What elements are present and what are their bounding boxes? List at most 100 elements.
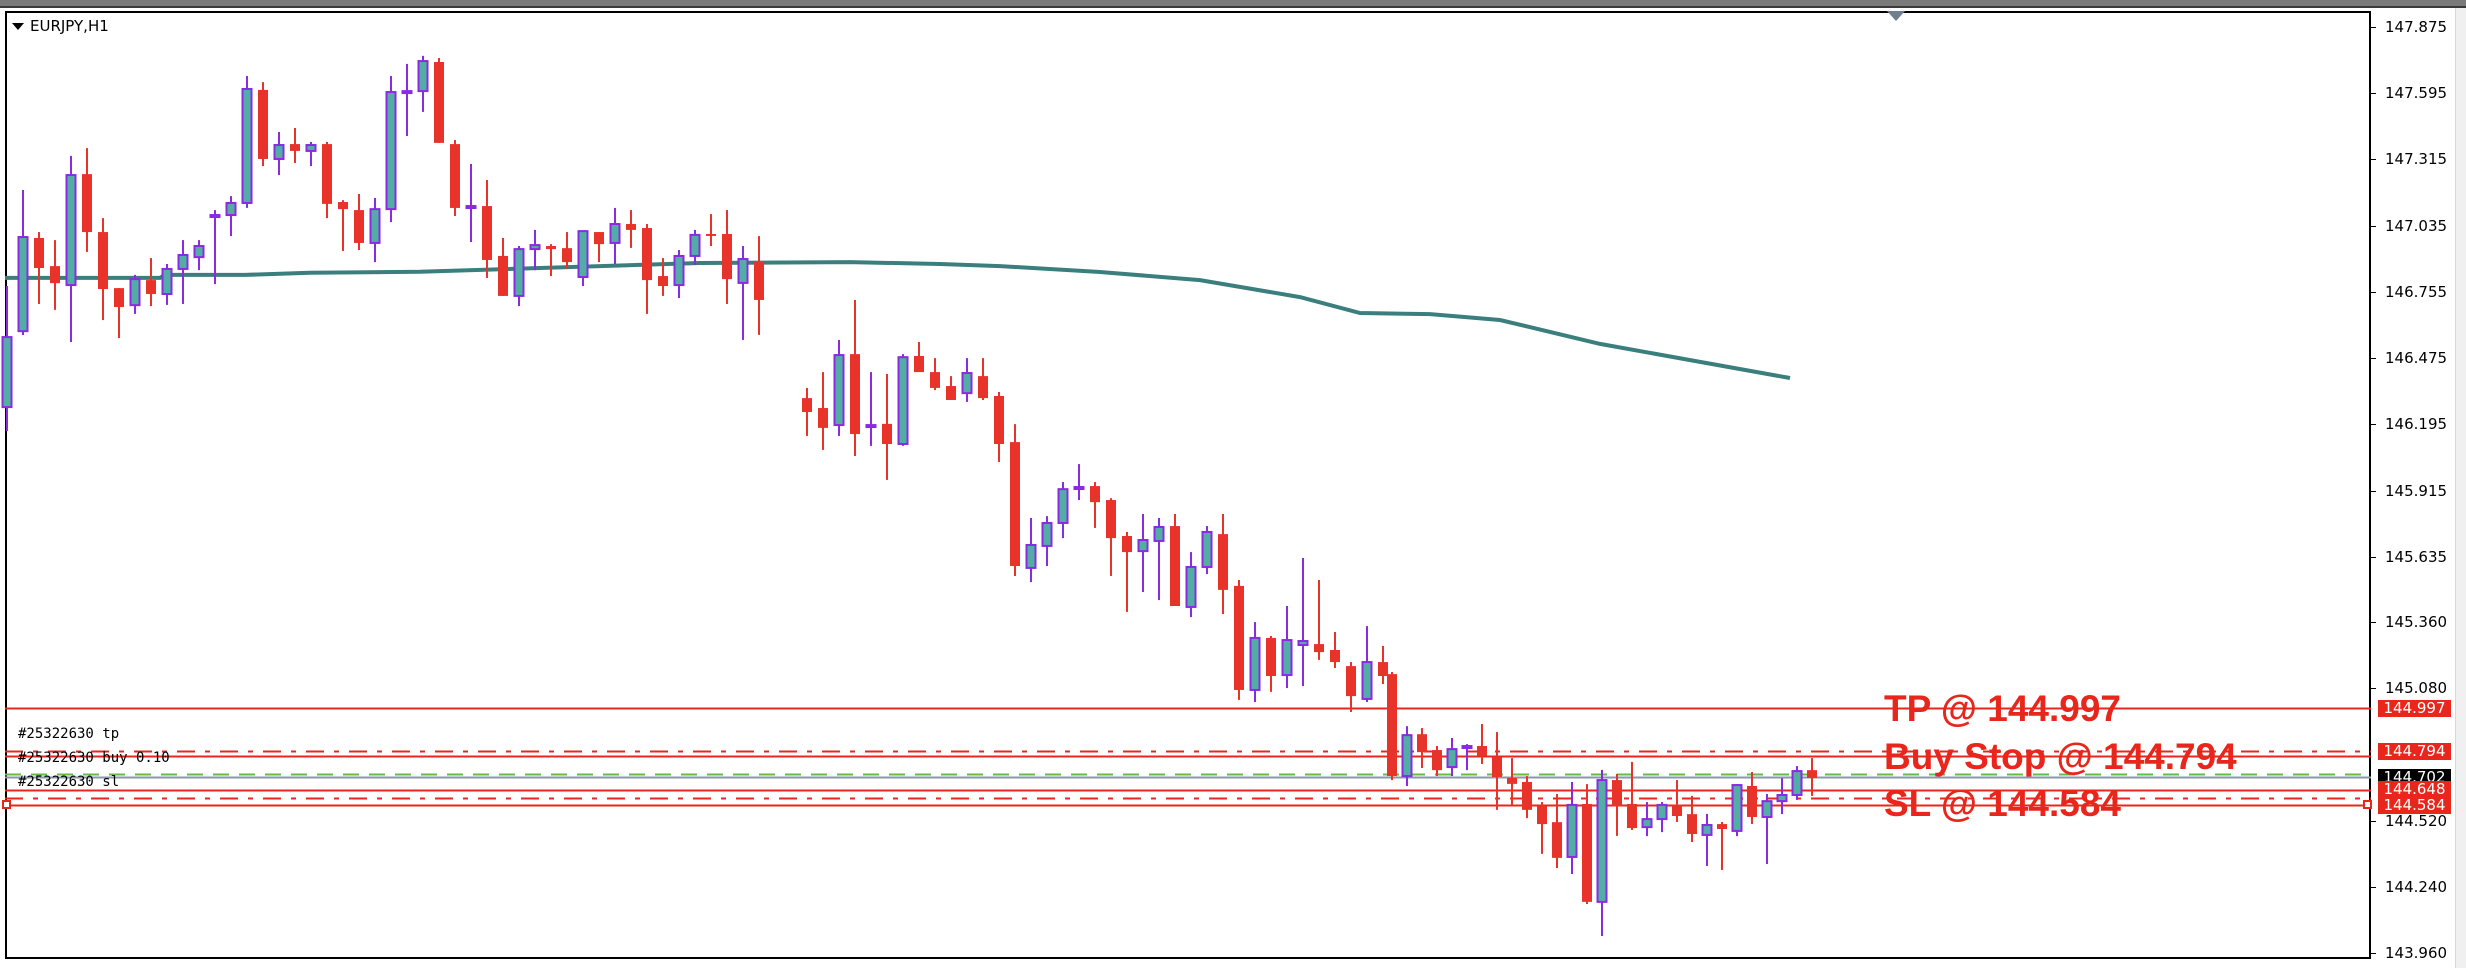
bear-candle-body — [1387, 674, 1397, 777]
bear-candle-body — [818, 408, 828, 428]
bear-candle-body — [98, 232, 108, 290]
buy-stop-annotation: Buy Stop @ 144.794 — [1884, 736, 2237, 777]
bear-candle-body — [290, 144, 300, 151]
bull-candle-body — [513, 248, 525, 297]
bull-candle-body — [1731, 784, 1743, 832]
bear-candle-body — [1717, 824, 1727, 830]
bull-candle-body — [897, 356, 909, 445]
price-tick-text: 145.360 — [2385, 612, 2448, 631]
tp-annotation: TP @ 144.997 — [1884, 688, 2121, 729]
bull-candle-body — [737, 258, 749, 284]
bull-candle-body — [129, 278, 141, 307]
bull-candle-body — [385, 91, 397, 211]
price-tick-text: 147.315 — [2385, 150, 2448, 169]
bear-candle-body — [1552, 822, 1562, 858]
bear-candle-body — [498, 255, 508, 296]
bear-candle-body — [82, 174, 92, 233]
bull-candle-body — [401, 90, 413, 95]
symbol-timeframe-label: EURJPY,H1 — [30, 17, 109, 35]
price-tick-label: 147.875 — [2370, 18, 2447, 36]
bull-candle-body — [1791, 770, 1803, 796]
bear-candle-body — [658, 276, 668, 286]
bull-candle-body — [673, 254, 685, 287]
bull-candle-body — [1153, 526, 1165, 542]
bear-candle-body — [1090, 486, 1100, 503]
bull-candle-body — [1025, 543, 1037, 569]
price-tick-text: 146.755 — [2385, 282, 2448, 301]
bear-candle-body — [1612, 780, 1622, 807]
bull-candle-body — [1641, 818, 1653, 829]
price-tick-label: 146.475 — [2370, 349, 2448, 368]
bull-candle-body — [577, 230, 589, 278]
bear-candle-body — [994, 395, 1004, 444]
bear-candle-body — [626, 224, 636, 230]
bull-candle-body — [417, 60, 429, 93]
bear-candle-body — [338, 202, 348, 210]
bull-candle-body — [193, 245, 205, 259]
bull-candle-body — [529, 244, 541, 251]
bull-candle-body — [1201, 530, 1213, 568]
bear-candle-body — [562, 248, 572, 263]
moving-average-line — [5, 260, 1791, 380]
price-tick-text: 145.635 — [2385, 547, 2448, 566]
order-tp-label: #25322630 tp — [18, 726, 120, 742]
bear-candle-body — [1687, 814, 1697, 835]
bull-candle-body — [1249, 636, 1261, 691]
scrollbar-strip[interactable] — [2455, 8, 2466, 968]
bull-candle-body — [161, 267, 173, 296]
price-tick-text: 144.520 — [2385, 811, 2448, 830]
price-tick-text: 145.080 — [2385, 679, 2448, 698]
bull-candle-body — [305, 144, 317, 152]
bull-candle-body — [833, 354, 845, 427]
bull-candle-body — [1057, 488, 1069, 524]
bear-candle-body — [1417, 734, 1427, 753]
bear-candle-body — [1807, 770, 1817, 778]
sl-right-handle[interactable] — [2363, 800, 2372, 809]
chart-plot-area[interactable] — [5, 11, 2371, 959]
bull-candle-body — [17, 236, 29, 333]
bear-candle-body — [450, 144, 460, 208]
sl-left-handle[interactable] — [2, 800, 11, 809]
bull-candle-body — [241, 87, 253, 204]
bear-candle-body — [50, 266, 60, 284]
bear-candle-body — [882, 423, 892, 444]
order-buy-label: #25322630 buy 0.10 — [18, 750, 170, 766]
bull-candle-body — [177, 254, 189, 270]
price-tick-text: 146.475 — [2385, 349, 2448, 368]
bear-candle-body — [1378, 662, 1388, 677]
bear-candle-body — [1747, 785, 1757, 817]
bear-candle-body — [146, 280, 156, 295]
chart-symbol-title[interactable]: EURJPY,H1 — [12, 17, 109, 35]
bear-candle-body — [258, 89, 268, 159]
bear-candle-body — [802, 398, 812, 413]
sl-price-label: 144.584 — [2378, 797, 2451, 814]
price-tick-label: 144.520 — [2370, 811, 2448, 830]
price-tick-label: 147.035 — [2370, 216, 2448, 235]
bear-candle-body — [1314, 644, 1324, 653]
price-tick-text: 147.595 — [2385, 84, 2448, 103]
bear-candle-body — [1432, 750, 1442, 771]
bull-candle-body — [1761, 800, 1773, 818]
bear-candle-body — [594, 232, 604, 245]
shift-marker-icon[interactable] — [1887, 11, 1905, 21]
price-tick-label: 145.635 — [2370, 547, 2448, 566]
bull-candle-body — [961, 372, 973, 395]
bear-candle-body — [34, 237, 44, 269]
bear-candle-body — [1507, 777, 1517, 784]
bear-candle-body — [1672, 804, 1682, 817]
ask-price-label: 144.648 — [2378, 781, 2451, 798]
price-tick-label: 147.315 — [2370, 150, 2448, 169]
bear-candle-body — [354, 210, 364, 243]
dropdown-triangle-icon[interactable] — [12, 22, 24, 30]
bull-candle-body — [1, 336, 13, 409]
bull-candle-body — [1281, 639, 1293, 677]
bull-candle-body — [1041, 521, 1053, 547]
bull-candle-body — [1776, 793, 1788, 803]
bear-candle-body — [722, 233, 732, 280]
bull-candle-body — [689, 233, 701, 257]
bear-candle-body — [546, 246, 556, 250]
bull-candle-body — [1361, 661, 1373, 700]
price-tick-label: 146.755 — [2370, 282, 2448, 301]
price-tick-text: 147.035 — [2385, 216, 2448, 235]
bear-candle-body — [1266, 637, 1276, 677]
